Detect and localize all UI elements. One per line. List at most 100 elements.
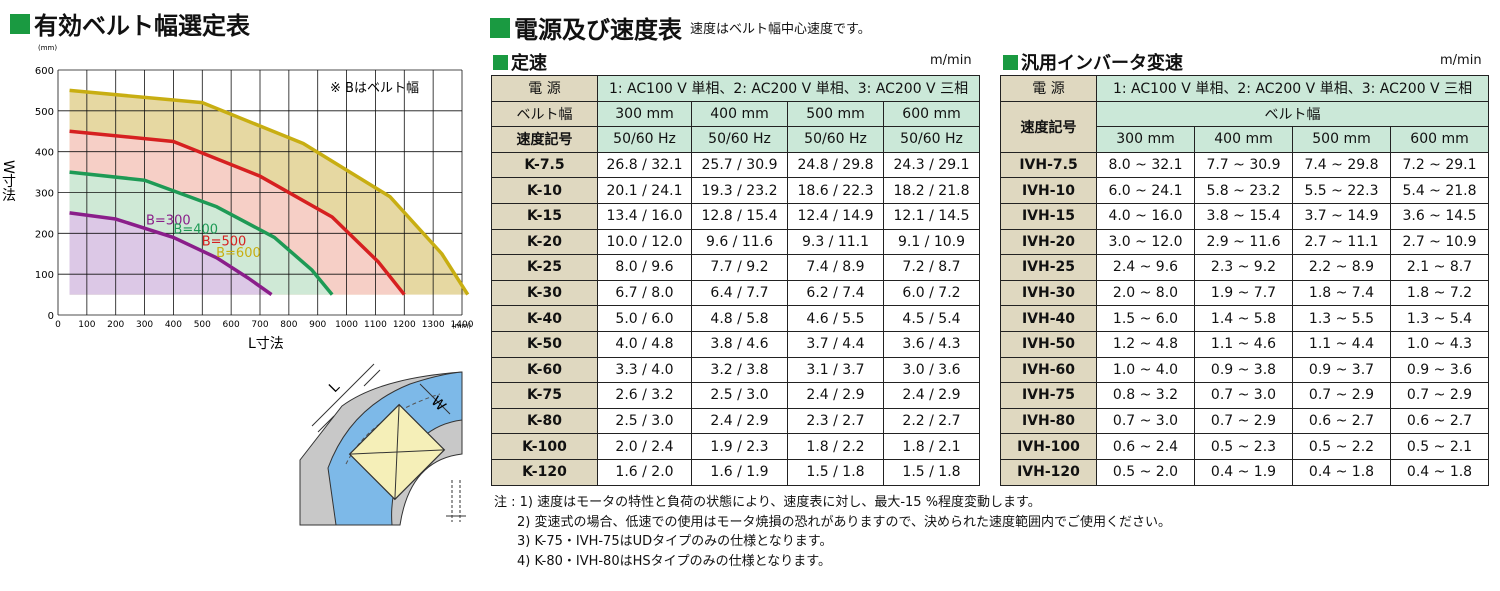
table-row: K-7.5 26.8 / 32.1 25.7 / 30.9 24.8 / 29.8 24… (491, 151, 981, 179)
speed-value-cell: 2.9 ~ 11.6 (1194, 228, 1293, 256)
speed-value-cell: 3.6 ~ 14.5 (1389, 202, 1490, 230)
fixed-speed-unit: m/min (930, 53, 972, 68)
speed-value-cell: 1.0 ~ 4.0 (1096, 356, 1195, 384)
speed-value-cell: 1.8 ~ 7.2 (1389, 279, 1490, 307)
speed-value-cell: 2.0 ~ 8.0 (1096, 279, 1195, 307)
table-row: IVH-30 2.0 ~ 8.0 1.9 ~ 7.7 1.8 ~ 7.4 1.8 ~ 7… (1000, 279, 1490, 307)
y-axis-title: W寸法 (0, 160, 16, 202)
belt-width-label: ベルト幅 (1095, 100, 1490, 128)
speed-value-cell: 24.8 / 29.8 (787, 151, 884, 179)
speed-value-cell: 3.7 ~ 14.9 (1292, 202, 1391, 230)
speed-value-cell: 7.4 ~ 29.8 (1292, 151, 1391, 179)
speed-value-cell: 4.8 / 5.8 (691, 305, 788, 332)
speed-value-cell: 9.3 / 11.1 (787, 228, 884, 256)
speed-code-cell: K-60 (491, 356, 598, 384)
speed-value-cell: 8.0 / 9.6 (597, 254, 692, 281)
inverter-speed-unit: m/min (1440, 53, 1482, 68)
power-label: 電 源 (1000, 75, 1097, 102)
speed-value-cell: 3.1 / 3.7 (787, 356, 884, 384)
x-tick-label: 1400 (451, 320, 474, 330)
belt-width-label: ベルト幅 (491, 100, 598, 128)
speed-value-cell: 2.2 ~ 8.9 (1292, 254, 1391, 281)
notes-block: 注 : 1) 速度はモータの特性と負荷の状態により、速度表に対し、最大-15 %… (494, 493, 1171, 571)
speed-value-cell: 1.1 ~ 4.6 (1194, 330, 1293, 358)
series-line (69, 170, 334, 296)
table-row: IVH-75 0.8 ~ 3.2 0.7 ~ 3.0 0.7 ~ 2.9 0.7 ~ 2… (1000, 382, 1490, 409)
green-square-icon (493, 54, 508, 70)
fixed-speed-heading: 定速 (493, 49, 547, 75)
speed-code-cell: IVH-75 (1000, 382, 1097, 409)
x-tick-label: 400 (165, 320, 182, 330)
speed-value-cell: 2.6 / 3.2 (597, 382, 692, 409)
table-row: IVH-20 3.0 ~ 12.0 2.9 ~ 11.6 2.7 ~ 11.1 2.7 … (1000, 228, 1490, 256)
speed-value-cell: 7.7 ~ 30.9 (1194, 151, 1293, 179)
table-row: K-75 2.6 / 3.2 2.5 / 3.0 2.4 / 2.9 2.4 / 2.9 (491, 382, 981, 409)
speed-value-cell: 26.8 / 32.1 (597, 151, 692, 179)
belt-width-chart: 0 100 200 300 400 500 600 700 800 900 1000 1100 1200… (0, 44, 474, 352)
chart-note: ※ Bはベルト幅 (330, 81, 419, 96)
speed-value-cell: 6.0 ~ 24.1 (1096, 177, 1195, 204)
y-tick-label: 0 (48, 311, 54, 322)
speed-value-cell: 18.6 / 22.3 (787, 177, 884, 204)
table-row: IVH-25 2.4 ~ 9.6 2.3 ~ 9.2 2.2 ~ 8.9 2.1 ~ 8… (1000, 254, 1490, 281)
speed-value-cell: 2.4 / 2.9 (787, 382, 884, 409)
width-header: 500 mm (787, 100, 884, 128)
table-row: IVH-100 0.6 ~ 2.4 0.5 ~ 2.3 0.5 ~ 2.2 0.5 ~ … (1000, 433, 1490, 460)
speed-value-cell: 8.0 ~ 32.1 (1096, 151, 1195, 179)
table-row: K-80 2.5 / 3.0 2.4 / 2.9 2.3 / 2.7 2.2 / 2.7 (491, 407, 981, 435)
width-header: 400 mm (1194, 126, 1293, 153)
speed-value-cell: 7.4 / 8.9 (787, 254, 884, 281)
speed-code-cell: K-30 (491, 279, 598, 307)
speed-code-cell: K-7.5 (491, 151, 598, 179)
speed-value-cell: 0.7 ~ 3.0 (1096, 407, 1195, 435)
table-row: 速度記号 ベルト幅 (1000, 100, 1490, 153)
table-row: K-15 13.4 / 16.0 12.8 / 15.4 12.4 / 14.9 12.… (491, 202, 981, 230)
speed-subtitle: 速度はベルト幅中心速度です。 (690, 22, 871, 37)
speed-value-cell: 4.0 ~ 16.0 (1096, 202, 1195, 230)
power-value: 1: AC100 V 単相、2: AC200 V 単相、3: AC200 V 三… (596, 75, 981, 102)
width-header: 500 mm (1292, 126, 1391, 153)
speed-value-cell: 2.1 ~ 8.7 (1389, 254, 1490, 281)
power-value: 1: AC100 V 単相、2: AC200 V 単相、3: AC200 V 三… (1095, 75, 1490, 102)
speed-value-cell: 0.5 ~ 2.1 (1389, 433, 1490, 460)
speed-value-cell: 1.1 ~ 4.4 (1292, 330, 1391, 358)
speed-code-cell: K-100 (491, 433, 598, 460)
series-line (69, 88, 470, 296)
speed-code-cell: IVH-15 (1000, 202, 1097, 230)
x-tick-label: 1200 (393, 320, 416, 330)
x-tick-label: 700 (251, 320, 268, 330)
note-line: 4) K-80・IVH-80はHSタイプのみの仕様となります。 (517, 553, 831, 569)
speed-value-cell: 1.4 ~ 5.8 (1194, 305, 1293, 332)
table-row: ベルト幅 300 mm 400 mm 500 mm 600 mm (491, 100, 981, 128)
speed-value-cell: 1.8 / 2.1 (882, 433, 981, 460)
speed-value-cell: 25.7 / 30.9 (691, 151, 788, 179)
speed-value-cell: 0.6 ~ 2.7 (1292, 407, 1391, 435)
speed-value-cell: 2.5 / 3.0 (597, 407, 692, 435)
speed-value-cell: 12.4 / 14.9 (787, 202, 884, 230)
table-row: 300 mm 400 mm 500 mm 600 mm (1001, 126, 1490, 153)
y-tick-label: 300 (35, 189, 54, 200)
table-row: K-20 10.0 / 12.0 9.6 / 11.6 9.3 / 11.1 9.1 /… (491, 228, 981, 256)
speed-code-cell: IVH-40 (1000, 305, 1097, 332)
speed-code-cell: IVH-60 (1000, 356, 1097, 384)
speed-value-cell: 19.3 / 23.2 (691, 177, 788, 204)
x-tick-label: 600 (223, 320, 240, 330)
speed-code-cell: K-25 (491, 254, 598, 281)
y-tick-label: 400 (35, 148, 54, 159)
speed-value-cell: 5.4 ~ 21.8 (1389, 177, 1490, 204)
x-tick-label: 0 (55, 320, 61, 330)
speed-code-cell: K-80 (491, 407, 598, 435)
x-tick-label: 1100 (364, 320, 387, 330)
speed-value-cell: 0.7 ~ 3.0 (1194, 382, 1293, 409)
diagram-label-l: L (326, 379, 343, 396)
speed-code-label: 速度記号 (491, 126, 598, 153)
table-row: 電 源 1: AC100 V 単相、2: AC200 V 単相、3: AC200… (491, 75, 981, 102)
width-header: 600 mm (1389, 126, 1490, 153)
width-header: 300 mm (597, 100, 692, 128)
table-row: IVH-10 6.0 ~ 24.1 5.8 ~ 23.2 5.5 ~ 22.3 5.4 … (1000, 177, 1490, 204)
speed-value-cell: 1.6 / 1.9 (691, 458, 788, 486)
speed-value-cell: 0.5 ~ 2.0 (1096, 458, 1195, 486)
table-row: K-40 5.0 / 6.0 4.8 / 5.8 4.6 / 5.5 4.5 / 5.4 (491, 305, 981, 332)
table-row: IVH-60 1.0 ~ 4.0 0.9 ~ 3.8 0.9 ~ 3.7 0.9 ~ 3… (1000, 356, 1490, 384)
table-row: K-100 2.0 / 2.4 1.9 / 2.3 1.8 / 2.2 1.8 / 2.… (491, 433, 981, 460)
